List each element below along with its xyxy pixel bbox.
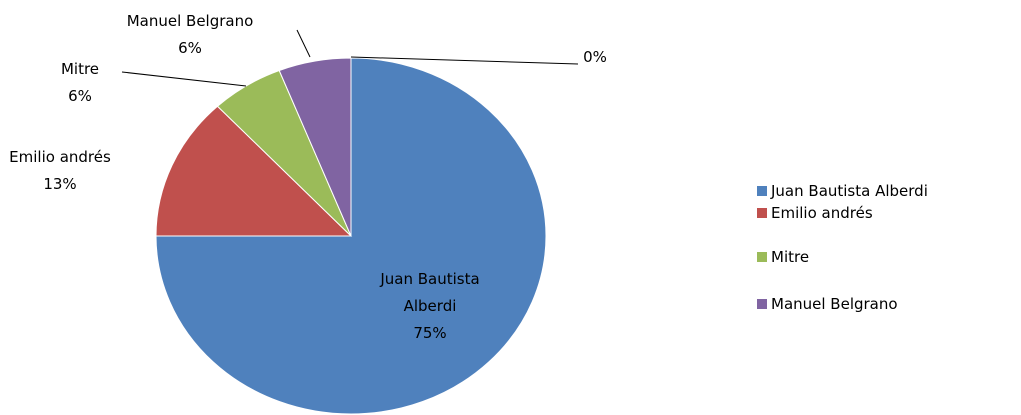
data-label: Manuel Belgrano 6% — [80, 8, 300, 62]
legend-entry: Emilio andrés — [757, 204, 873, 222]
data-label: 0% — [570, 44, 620, 71]
legend-entry: Juan Bautista Alberdi — [757, 182, 928, 200]
pie-slice — [155, 57, 547, 415]
data-label-value: 0% — [583, 48, 607, 66]
legend-label: Juan Bautista Alberdi — [771, 182, 928, 200]
data-label: Emilio andrés 13% — [0, 144, 120, 198]
data-label-value: 6% — [68, 87, 92, 105]
legend-label: Mitre — [771, 248, 810, 266]
legend-entry: Mitre — [757, 248, 809, 266]
legend-swatch — [757, 186, 767, 196]
data-label-value: 6% — [178, 39, 202, 57]
pie-slice — [155, 105, 353, 237]
data-label-name: Manuel Belgrano — [126, 12, 254, 30]
data-label: Juan Bautista Alberdi 75% — [360, 266, 500, 347]
legend-label: Manuel Belgrano — [771, 295, 898, 313]
data-label-name: Juan Bautista Alberdi — [380, 270, 480, 315]
legend-entry: Manuel Belgrano — [757, 295, 898, 313]
legend-swatch — [757, 208, 767, 218]
leader-line — [296, 29, 311, 58]
data-label-value: 13% — [43, 175, 77, 193]
legend-swatch — [757, 252, 767, 262]
data-label-name: Mitre — [60, 60, 100, 78]
legend-swatch — [757, 299, 767, 309]
data-label-name: Emilio andrés — [9, 148, 111, 166]
data-label: Mitre 6% — [40, 56, 120, 110]
legend-label: Emilio andrés — [771, 204, 873, 222]
leader-line — [350, 56, 579, 65]
data-label-value: 75% — [413, 324, 447, 342]
leader-line — [121, 71, 247, 87]
